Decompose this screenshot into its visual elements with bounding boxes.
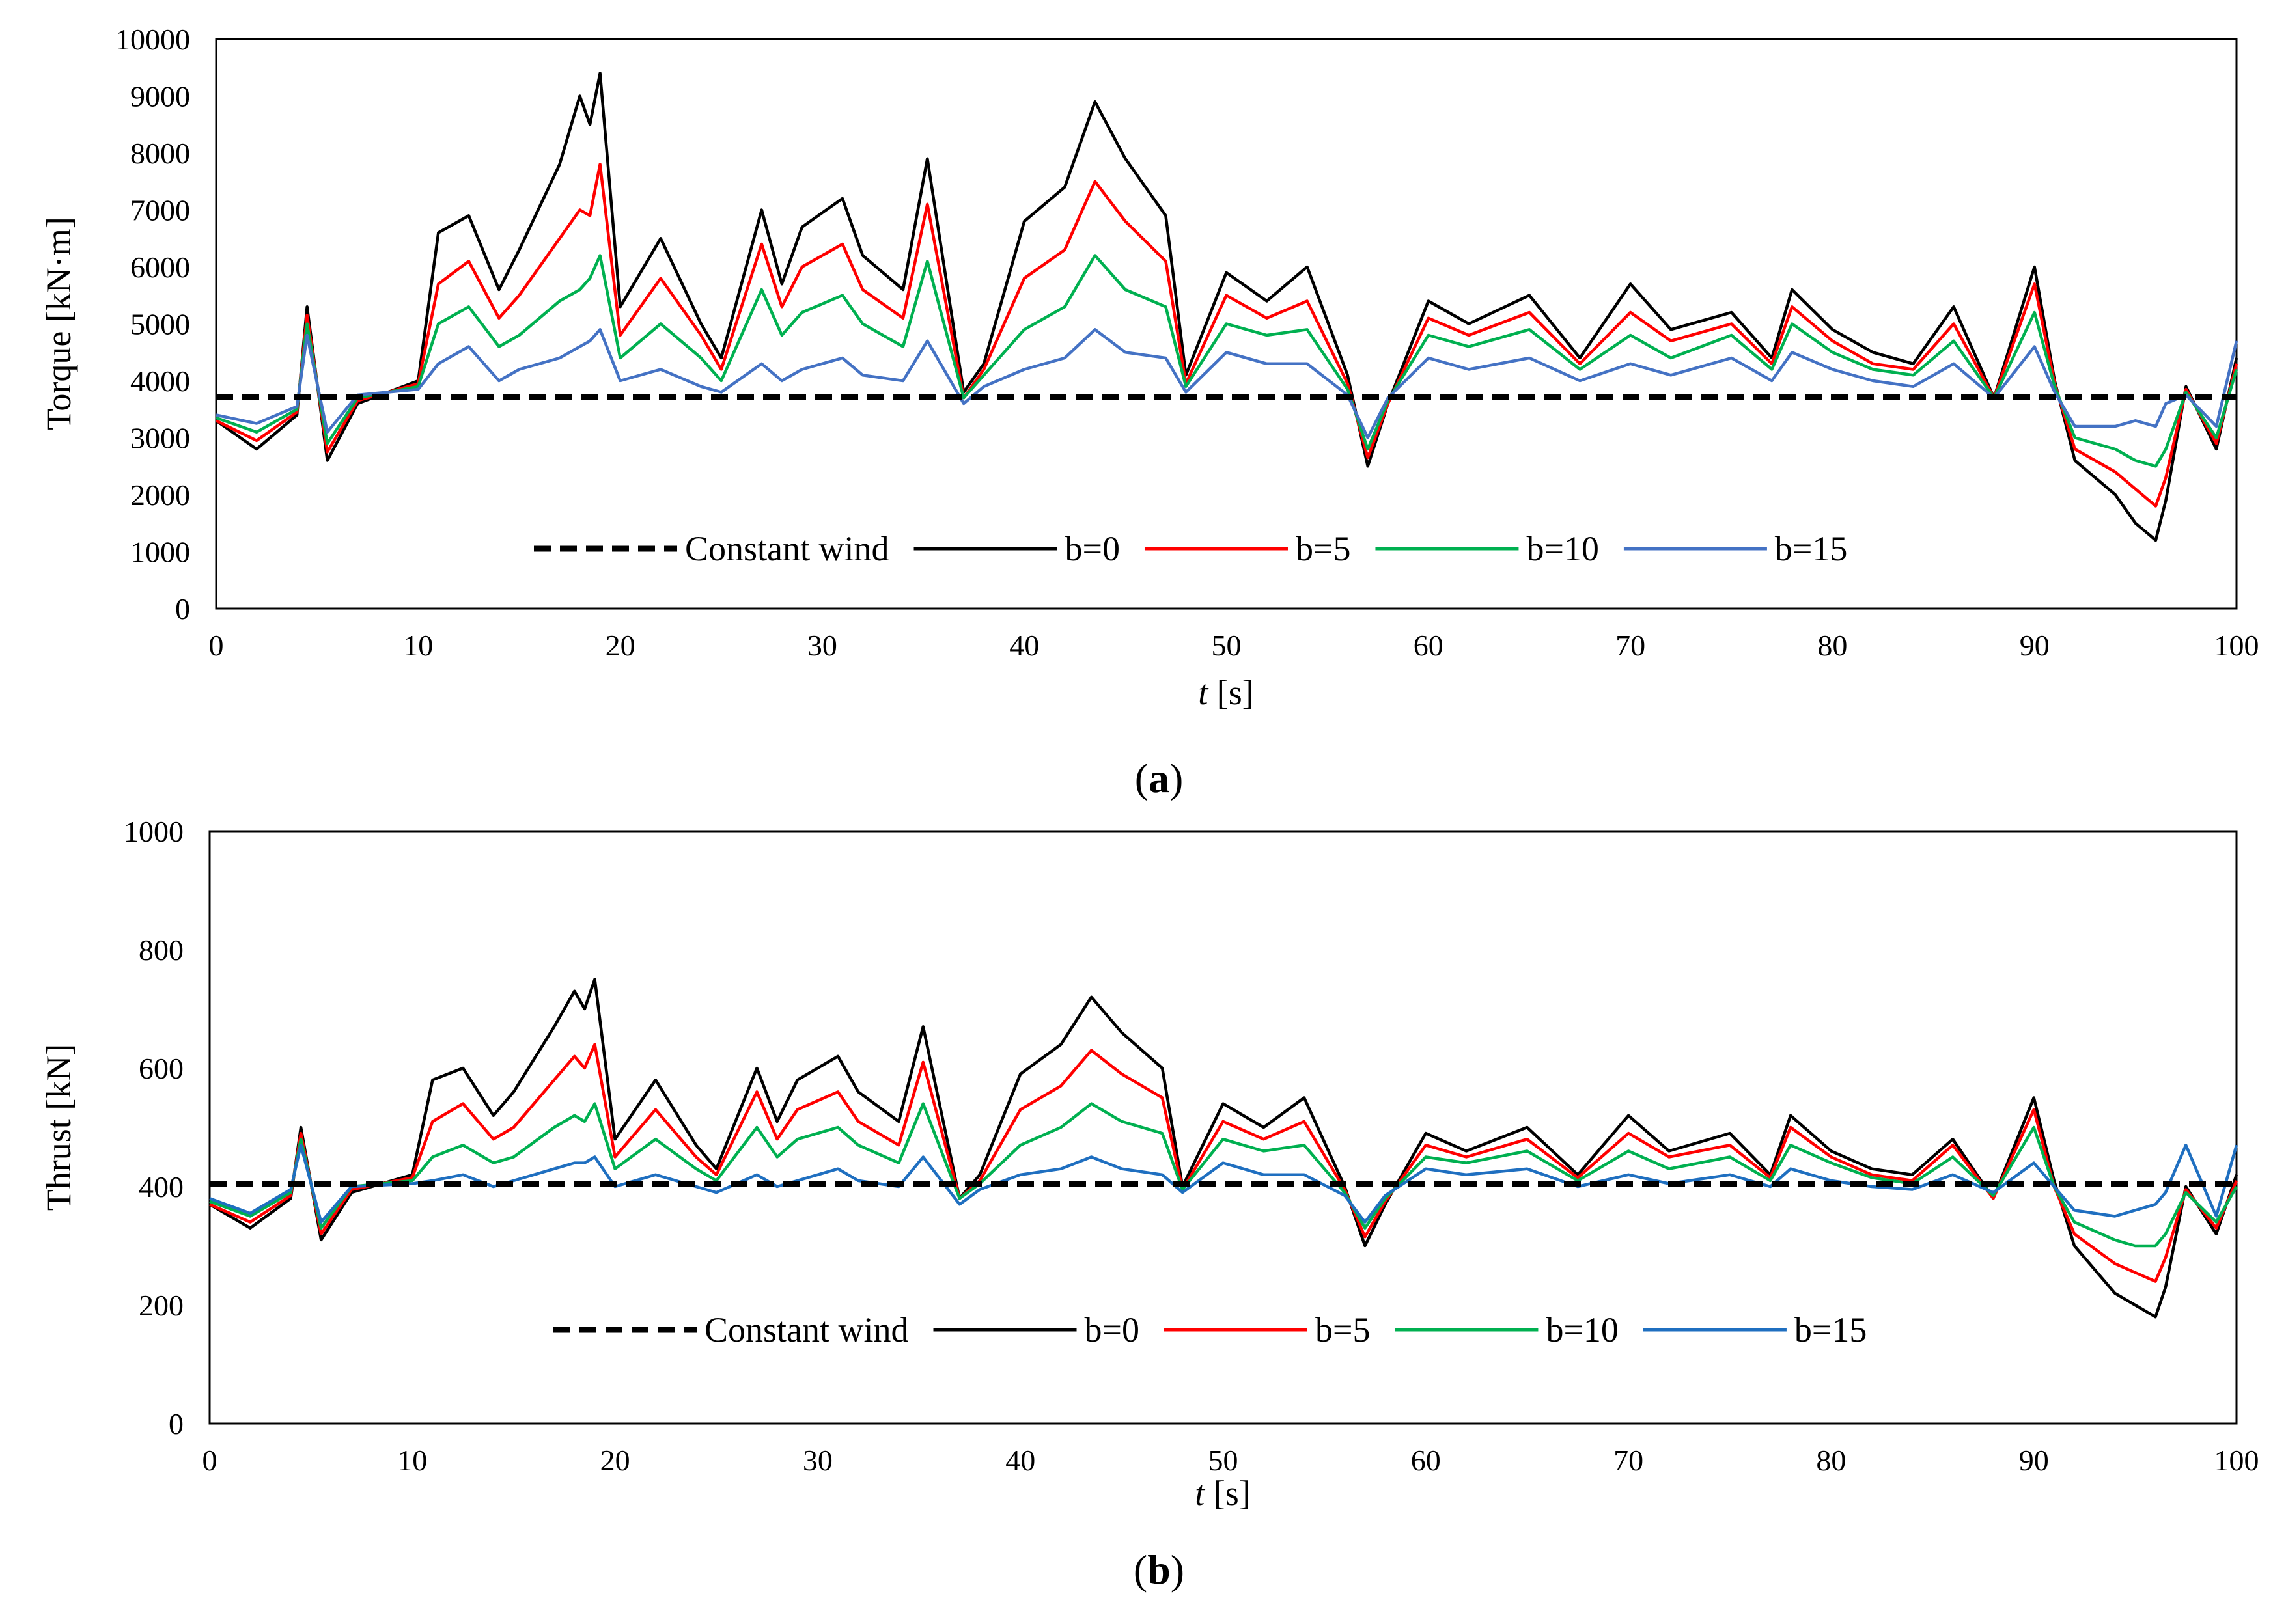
y-tick-label: 10000 [115, 23, 190, 56]
legend-b: Constant wind b=0 b=5 b=10 b=15 [553, 1310, 1867, 1349]
x-axis-label-b: t [s] [1195, 1474, 1251, 1513]
y-tick-label: 2000 [130, 478, 190, 512]
series-line-b-10 [209, 1102, 2238, 1248]
x-tick-label: 40 [1009, 629, 1039, 662]
x-tick-label: 40 [1005, 1444, 1035, 1477]
y-tick-label: 600 [139, 1052, 184, 1085]
panel-caption-letter-a: a [1149, 755, 1169, 801]
legend-label-b-5: b=5 [1296, 529, 1350, 568]
y-tick-label: 1000 [124, 815, 184, 848]
y-tick-label: 1000 [130, 536, 190, 569]
x-tick-label: 80 [1816, 1444, 1846, 1477]
y-tick-labels-b: 0 200 400 600 800 1000 [124, 815, 184, 1440]
x-tick-label: 80 [1817, 629, 1847, 662]
legend-label-constant-wind: Constant wind [704, 1310, 909, 1349]
legend-label-b-5: b=5 [1315, 1310, 1370, 1349]
y-tick-labels-a: 0 1000 2000 3000 4000 5000 6000 7000 8000 9000 100… [115, 23, 190, 626]
plot-frame-b [208, 830, 2238, 1425]
y-tick-label: 0 [175, 592, 190, 626]
y-tick-label: 8000 [130, 137, 190, 170]
x-tick-label: 90 [2020, 629, 2050, 662]
x-tick-label: 0 [209, 629, 224, 662]
series-line-b-15 [216, 328, 2238, 439]
x-tick-label: 100 [2214, 1444, 2259, 1477]
panel-caption-a: (a) [1135, 755, 1184, 801]
series-group-a [215, 72, 2238, 542]
x-tick-label: 20 [606, 629, 635, 662]
x-axis-label-italic-a: t [1198, 673, 1209, 712]
series-line-b-0 [208, 978, 2238, 1319]
legend-label-b-10: b=10 [1526, 529, 1598, 568]
series-line-b-10 [216, 254, 2238, 468]
x-tick-label: 50 [1208, 1444, 1238, 1477]
x-tick-label: 20 [600, 1444, 630, 1477]
legend-label-b-0: b=0 [1085, 1310, 1139, 1349]
x-tick-label: 60 [1414, 629, 1443, 662]
y-tick-label: 4000 [130, 365, 190, 398]
y-tick-label: 7000 [130, 194, 190, 227]
x-axis-label-unit-b: [s] [1214, 1474, 1251, 1513]
x-axis-label-a: t [s] [1198, 673, 1254, 712]
panel-a-torque: 0100020003000400050006000700080009000100… [39, 23, 2259, 801]
y-axis-label-a: Torque [kN·m] [39, 217, 78, 430]
legend-label-b-15: b=15 [1775, 529, 1847, 568]
series-line-b-5 [216, 163, 2238, 508]
x-tick-label: 10 [403, 629, 433, 662]
x-tick-label: 60 [1411, 1444, 1441, 1477]
x-tick-label: 70 [1613, 1444, 1643, 1477]
y-tick-label: 0 [169, 1407, 184, 1440]
legend-a: Constant wind b=0 b=5 b=10 b=15 [534, 529, 1847, 568]
x-axis-label-italic-b: t [1195, 1474, 1206, 1513]
legend-label-b-15: b=15 [1794, 1310, 1867, 1349]
x-tick-label: 30 [803, 1444, 833, 1477]
series-line-b-0 [215, 72, 2238, 542]
x-tick-label: 10 [397, 1444, 427, 1477]
panel-caption-b: (b) [1134, 1547, 1184, 1593]
y-tick-label: 800 [139, 933, 184, 967]
x-tick-labels-a: 0 10 20 30 40 50 60 70 80 90 100 [209, 629, 2259, 662]
y-tick-label: 200 [139, 1289, 184, 1322]
x-tick-label: 50 [1212, 629, 1242, 662]
y-tick-label: 400 [139, 1170, 184, 1204]
series-line-b-15 [209, 1144, 2238, 1224]
series-group-b [208, 978, 2238, 1319]
y-tick-label: 6000 [130, 251, 190, 284]
panel-b-thrust: 0 200 400 600 800 1000 0 10 20 30 40 50 60 70 80 90 100… [39, 815, 2259, 1593]
x-axis-label-unit-a: [s] [1217, 673, 1254, 712]
x-tick-label: 100 [2214, 629, 2259, 662]
y-tick-label: 9000 [130, 80, 190, 113]
plot-frame-a [215, 38, 2238, 610]
legend-label-b-0: b=0 [1065, 529, 1120, 568]
x-tick-label: 70 [1615, 629, 1645, 662]
legend-label-constant-wind: Constant wind [685, 529, 889, 568]
x-tick-label: 0 [202, 1444, 217, 1477]
y-tick-label: 3000 [130, 422, 190, 455]
x-tick-label: 30 [807, 629, 837, 662]
y-axis-label-b: Thrust [kN] [39, 1044, 78, 1211]
x-tick-label: 90 [2019, 1444, 2049, 1477]
legend-label-b-10: b=10 [1546, 1310, 1618, 1349]
series-line-b-5 [209, 1043, 2238, 1283]
panel-caption-letter-b: b [1147, 1547, 1171, 1593]
y-tick-label: 5000 [130, 308, 190, 341]
x-tick-labels-b: 0 10 20 30 40 50 60 70 80 90 100 [202, 1444, 2259, 1477]
